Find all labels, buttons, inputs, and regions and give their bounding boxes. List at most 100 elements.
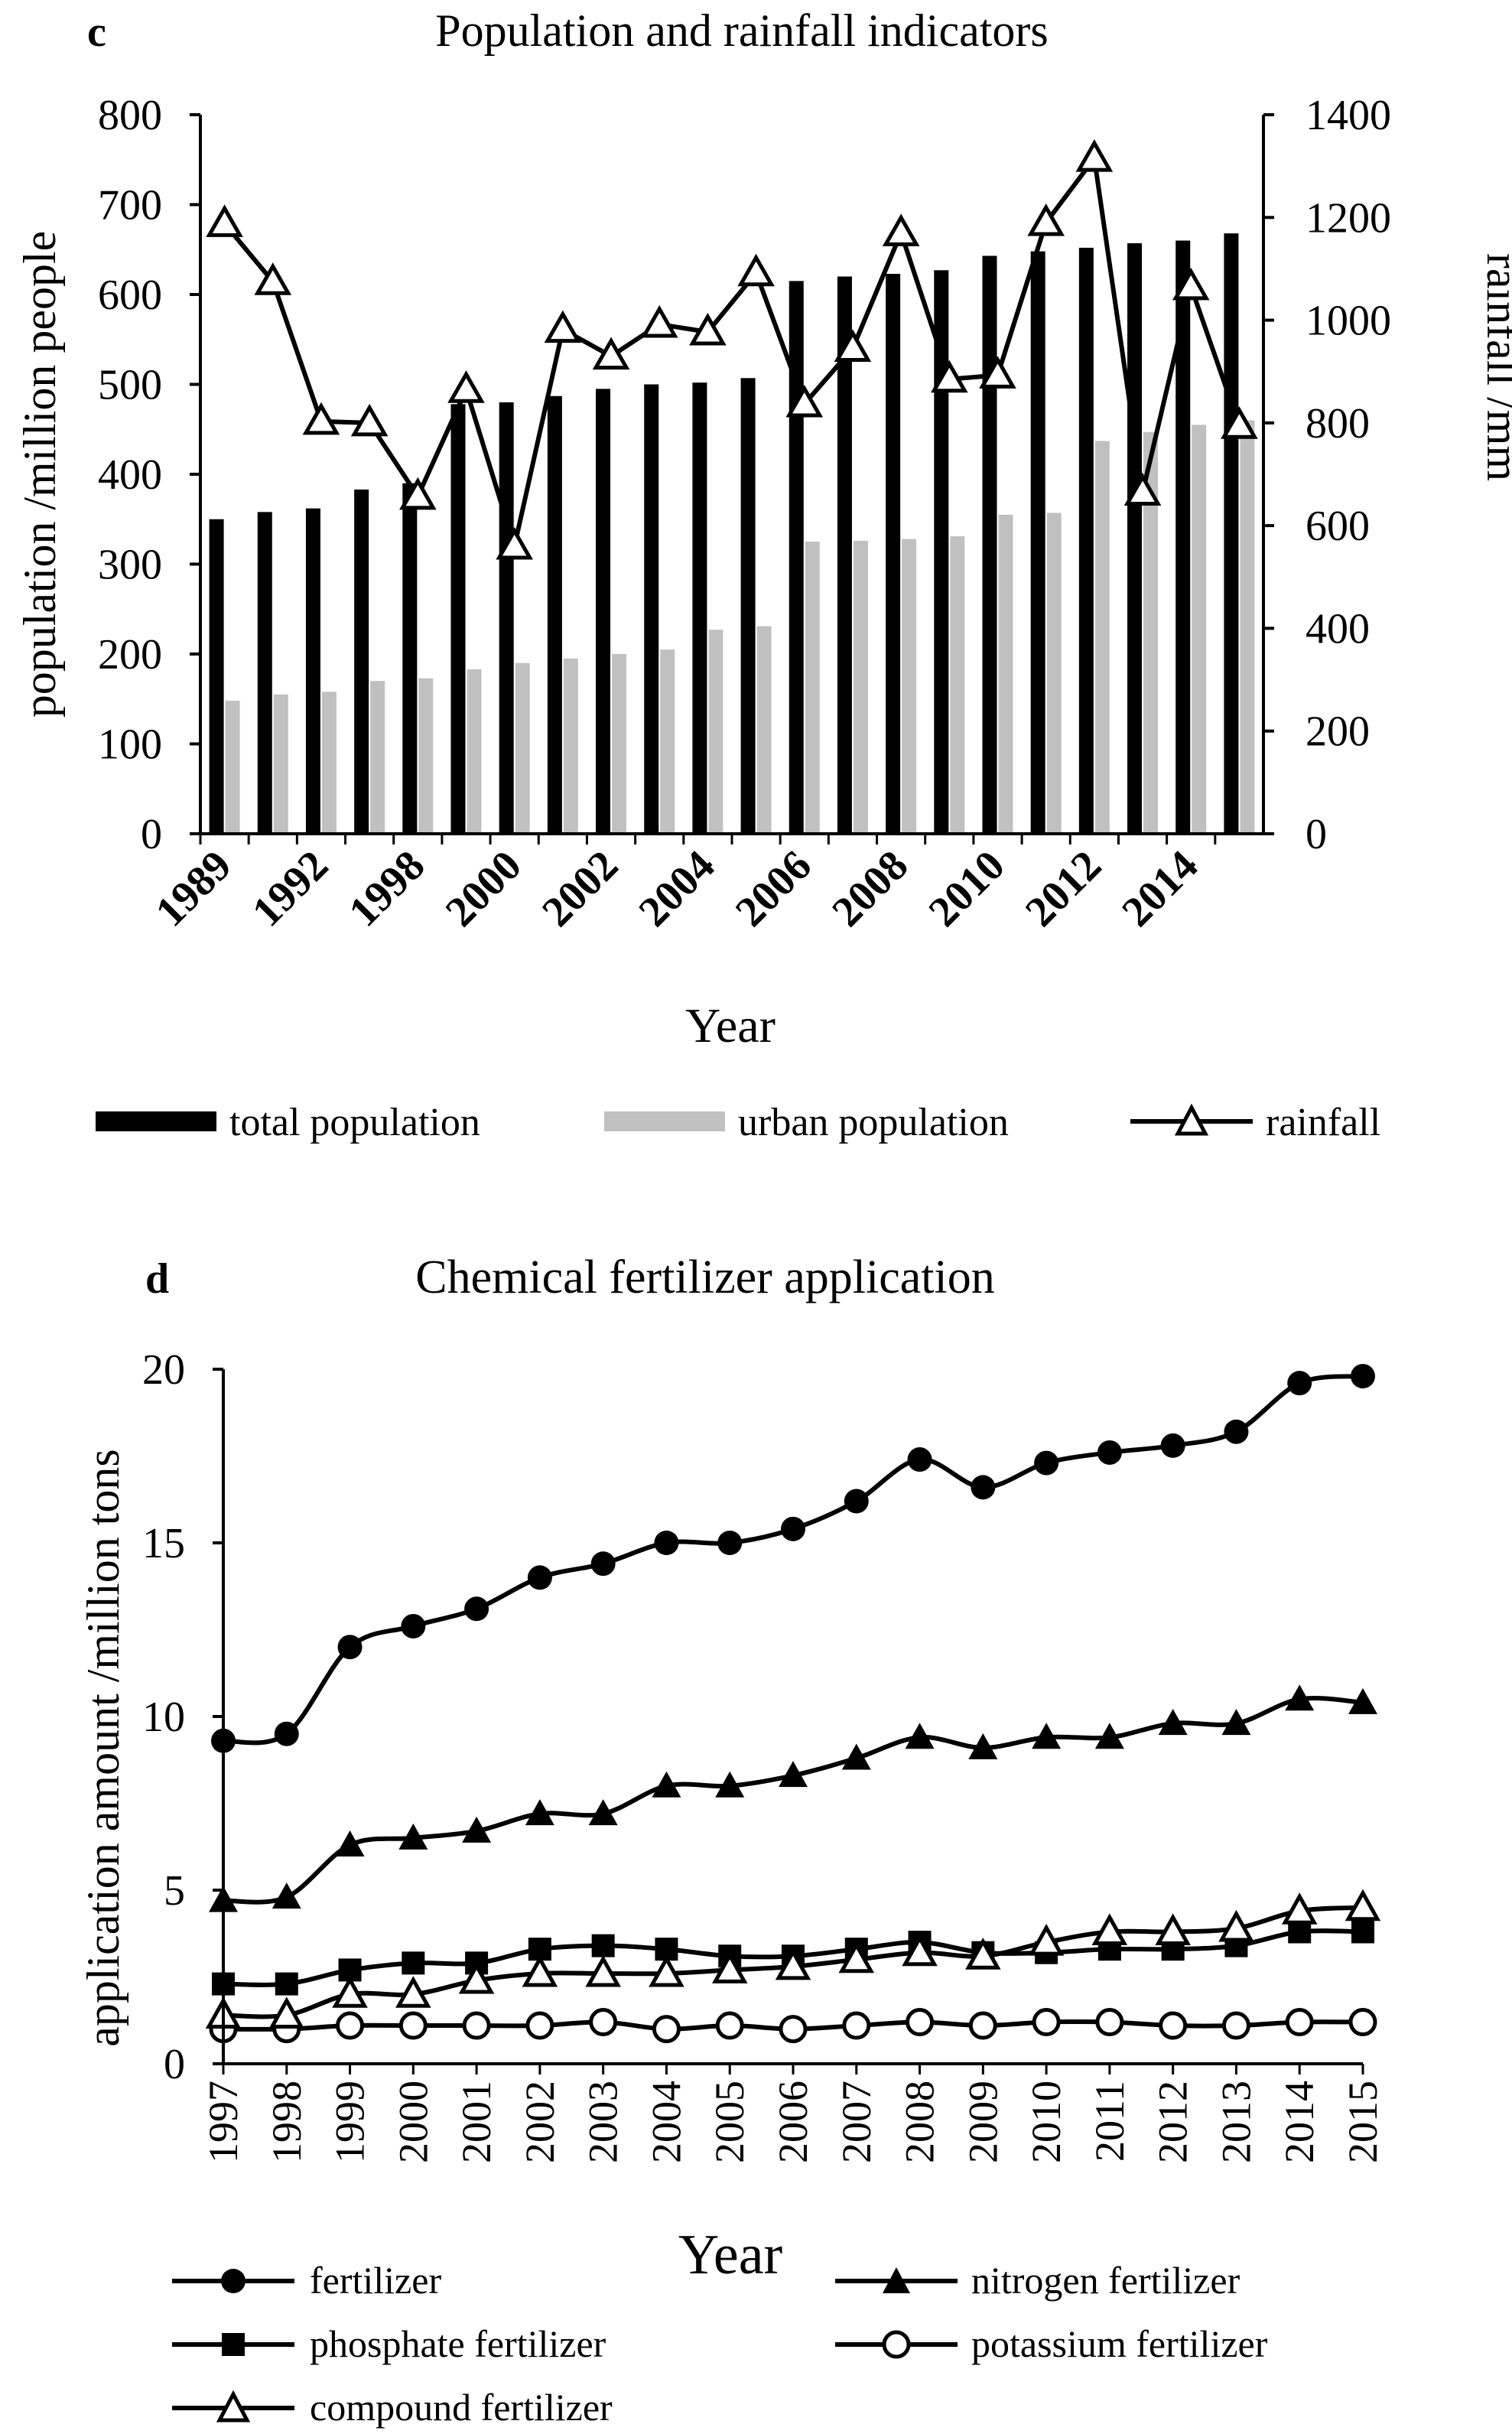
y-tick-label-15: 15	[142, 1520, 185, 1567]
point-fertilizer-2015	[1351, 1364, 1375, 1389]
left-tick-label-500: 500	[98, 362, 162, 409]
rainfall-line	[223, 156, 1242, 548]
point-fertilizer-2004	[654, 1531, 679, 1555]
bar-total-population-2012	[1078, 247, 1094, 834]
point-compound-fertilizer-2011	[1091, 1913, 1128, 1945]
point-potassium-fertilizer-2014	[1285, 2008, 1314, 2037]
bar-urban-population-2012	[1094, 441, 1110, 834]
bar-total-population-2002	[596, 389, 611, 834]
panel-d-x-axis-title: Year	[678, 2224, 782, 2286]
x-tick-label-2012: 2012	[1016, 841, 1110, 936]
legend-swatch-total-population	[96, 1111, 216, 1131]
y-tick-label-20: 20	[142, 1346, 185, 1394]
point-potassium-fertilizer-2002	[525, 2011, 554, 2040]
bar-total-population-2008	[886, 273, 901, 835]
x-tick-label-2010: 2010	[1023, 2081, 1069, 2163]
x-tick-label-2008: 2008	[897, 2081, 943, 2163]
point-compound-fertilizer-2015	[1345, 1889, 1381, 1921]
point-potassium-fertilizer-2009	[968, 2011, 997, 2040]
point-nitrogen-fertilizer-2003	[588, 1799, 618, 1826]
right-tick-label-200: 200	[1306, 708, 1370, 756]
panel-c-label: c	[87, 8, 106, 56]
bar-total-population-2000	[499, 402, 514, 834]
x-tick-label-1992: 1992	[243, 841, 337, 936]
x-tick-label-2015: 2015	[1340, 2081, 1386, 2163]
panel-d-label: d	[145, 1255, 169, 1303]
bar-urban-population-1992	[321, 691, 337, 834]
point-compound-fertilizer-2014	[1281, 1892, 1318, 1925]
legend-marker-nitrogen	[883, 2267, 910, 2293]
point-fertilizer-2000	[401, 1613, 426, 1638]
point-nitrogen-fertilizer-2005	[715, 1771, 745, 1798]
right-tick-label-1200: 1200	[1306, 194, 1391, 242]
point-compound-fertilizer-2003	[585, 1954, 621, 1987]
point-potassium-fertilizer-2013	[1221, 2011, 1250, 2040]
right-tick-label-1400: 1400	[1306, 92, 1391, 139]
legend-label-fertilizer: fertilizer	[310, 2259, 441, 2302]
bar-urban-population-1995	[370, 681, 385, 834]
bar-total-population-2010	[982, 255, 997, 835]
y-tick-label-10: 10	[142, 1694, 185, 1741]
left-tick-label-800: 800	[98, 92, 162, 139]
bar-total-population-2001	[547, 395, 562, 834]
point-compound-fertilizer-1998	[268, 1996, 305, 2029]
point-fertilizer-2009	[971, 1475, 996, 1500]
rainfall-point-2007	[834, 329, 872, 362]
x-tick-label-1998: 1998	[264, 2081, 310, 2163]
panel-c: c Population and rainfall indicators pop…	[15, 5, 1512, 1144]
right-tick-label-1000: 1000	[1306, 298, 1391, 345]
bar-urban-population-2003	[660, 649, 675, 834]
x-tick-label-2011: 2011	[1087, 2081, 1133, 2162]
bar-urban-population-2010	[998, 514, 1013, 834]
bar-urban-population-1990	[273, 694, 288, 834]
bar-total-population-2004	[692, 382, 707, 834]
rainfall-point-2005	[737, 253, 775, 287]
rainfall-point-1999	[447, 370, 485, 403]
rainfall-point-2012	[1075, 139, 1114, 172]
left-tick-label-200: 200	[98, 631, 162, 678]
point-nitrogen-fertilizer-2007	[841, 1743, 871, 1770]
point-fertilizer-2014	[1287, 1371, 1312, 1396]
bar-urban-population-2006	[805, 542, 820, 834]
bar-urban-population-2000	[515, 662, 530, 834]
bar-total-population-1989	[209, 519, 224, 834]
point-nitrogen-fertilizer-2006	[779, 1761, 808, 1788]
legend-label-nitrogen: nitrogen fertilizer	[971, 2259, 1240, 2302]
point-fertilizer-2012	[1160, 1433, 1185, 1458]
bar-urban-population-2008	[902, 539, 917, 834]
panel-d-axes: 0 5 10 15 20 1997 1998 1999 2000 2001 2002 2003 2004…	[142, 1346, 1386, 2163]
left-tick-label-300: 300	[98, 542, 162, 589]
bar-urban-population-2001	[563, 658, 578, 834]
x-tick-label-2006: 2006	[727, 841, 821, 936]
left-tick-label-400: 400	[98, 451, 162, 499]
x-tick-label-2010: 2010	[920, 841, 1014, 936]
x-tick-label-2014: 2014	[1113, 841, 1207, 936]
y-tick-label-0: 0	[164, 2041, 185, 2088]
x-tick-label-2000: 2000	[437, 841, 531, 936]
bar-total-population-2014	[1175, 240, 1191, 834]
rainfall-point-1989	[206, 204, 243, 237]
point-phosphate-fertilizer-1998	[275, 1972, 298, 1996]
bar-total-population-1990	[257, 512, 272, 834]
point-potassium-fertilizer-2003	[589, 2008, 618, 2037]
point-nitrogen-fertilizer-2011	[1094, 1723, 1124, 1749]
y-tick-label-5: 5	[164, 1867, 185, 1915]
bar-total-population-2005	[740, 378, 756, 834]
panel-c-left-axis-title: population /million people	[15, 231, 65, 718]
bar-total-population-2011	[1030, 251, 1045, 835]
point-fertilizer-2002	[527, 1565, 552, 1590]
point-potassium-fertilizer-2005	[715, 2011, 744, 2040]
left-tick-label-100: 100	[98, 721, 162, 769]
rainfall-point-1995	[350, 403, 389, 437]
panel-c-rainfall-line	[206, 139, 1258, 560]
point-potassium-fertilizer-2001	[462, 2011, 491, 2040]
rainfall-point-1990	[254, 262, 292, 295]
point-fertilizer-2013	[1224, 1419, 1249, 1444]
bar-total-population-2006	[789, 281, 804, 834]
x-tick-label-2001: 2001	[454, 2081, 499, 2163]
point-fertilizer-2006	[781, 1516, 805, 1541]
rainfall-point-1992	[302, 402, 340, 435]
bar-urban-population-2009	[950, 536, 965, 834]
point-phosphate-fertilizer-2003	[591, 1934, 615, 1957]
